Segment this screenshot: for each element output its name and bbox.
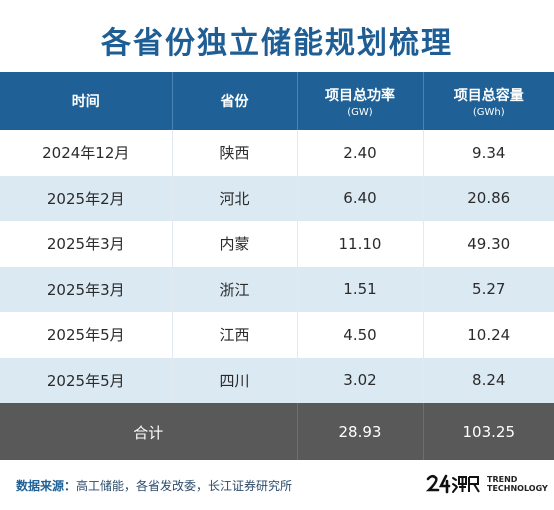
cell-capacity: 9.34 [423,130,554,176]
table-header-row: 时间 省份 项目总功率 (GW) 项目总容量 (GWh) [0,72,554,130]
cell-capacity: 10.24 [423,312,554,358]
cell-power: 6.40 [297,176,423,222]
cell-time: 2024年12月 [0,130,172,176]
table-row: 2025年5月 四川 3.02 8.24 [0,358,554,404]
header-power: 项目总功率 (GW) [297,72,423,130]
cell-time: 2025年5月 [0,358,172,404]
cell-province: 内蒙 [172,221,297,267]
brand-mark-icon [426,473,482,495]
cell-province: 陕西 [172,130,297,176]
header-time: 时间 [0,72,172,130]
total-label: 合计 [0,403,297,461]
cell-capacity: 5.27 [423,267,554,313]
table-row: 2025年3月 内蒙 11.10 49.30 [0,221,554,267]
table-row: 2025年2月 河北 6.40 20.86 [0,176,554,222]
header-capacity: 项目总容量 (GWh) [423,72,554,130]
header-province: 省份 [172,72,297,130]
total-row: 合计 28.93 103.25 [0,403,554,461]
table-row: 2024年12月 陕西 2.40 9.34 [0,130,554,176]
brand-word-1: TREND [487,475,548,484]
data-source-text: 高工储能，各省发改委，长江证券研究所 [76,479,292,493]
cell-capacity: 8.24 [423,358,554,404]
cell-power: 11.10 [297,221,423,267]
data-source: 数据来源：高工储能，各省发改委，长江证券研究所 [16,477,292,494]
cell-time: 2025年5月 [0,312,172,358]
brand-logo: TREND TECHNOLOGY [426,472,548,496]
cell-time: 2025年3月 [0,267,172,313]
total-capacity: 103.25 [423,403,554,461]
page-title: 各省份独立储能规划梳理 [0,18,554,62]
header-power-unit: (GW) [298,107,423,118]
cell-power: 4.50 [297,312,423,358]
footer: 数据来源：高工储能，各省发改委，长江证券研究所 TREND TECHNOLOGY [0,460,554,510]
cell-time: 2025年2月 [0,176,172,222]
cell-province: 河北 [172,176,297,222]
table-row: 2025年5月 江西 4.50 10.24 [0,312,554,358]
header-capacity-unit: (GWh) [424,107,554,118]
table-row: 2025年3月 浙江 1.51 5.27 [0,267,554,313]
cell-power: 2.40 [297,130,423,176]
cell-capacity: 20.86 [423,176,554,222]
storage-plan-table: 时间 省份 项目总功率 (GW) 项目总容量 (GWh) 2024年12月 陕西… [0,72,554,461]
brand-word-2: TECHNOLOGY [487,484,548,493]
total-power: 28.93 [297,403,423,461]
cell-capacity: 49.30 [423,221,554,267]
brand-wordmark: TREND TECHNOLOGY [487,475,548,493]
cell-power: 1.51 [297,267,423,313]
cell-province: 江西 [172,312,297,358]
cell-province: 四川 [172,358,297,404]
cell-time: 2025年3月 [0,221,172,267]
cell-province: 浙江 [172,267,297,313]
cell-power: 3.02 [297,358,423,404]
data-source-label: 数据来源： [16,479,76,493]
